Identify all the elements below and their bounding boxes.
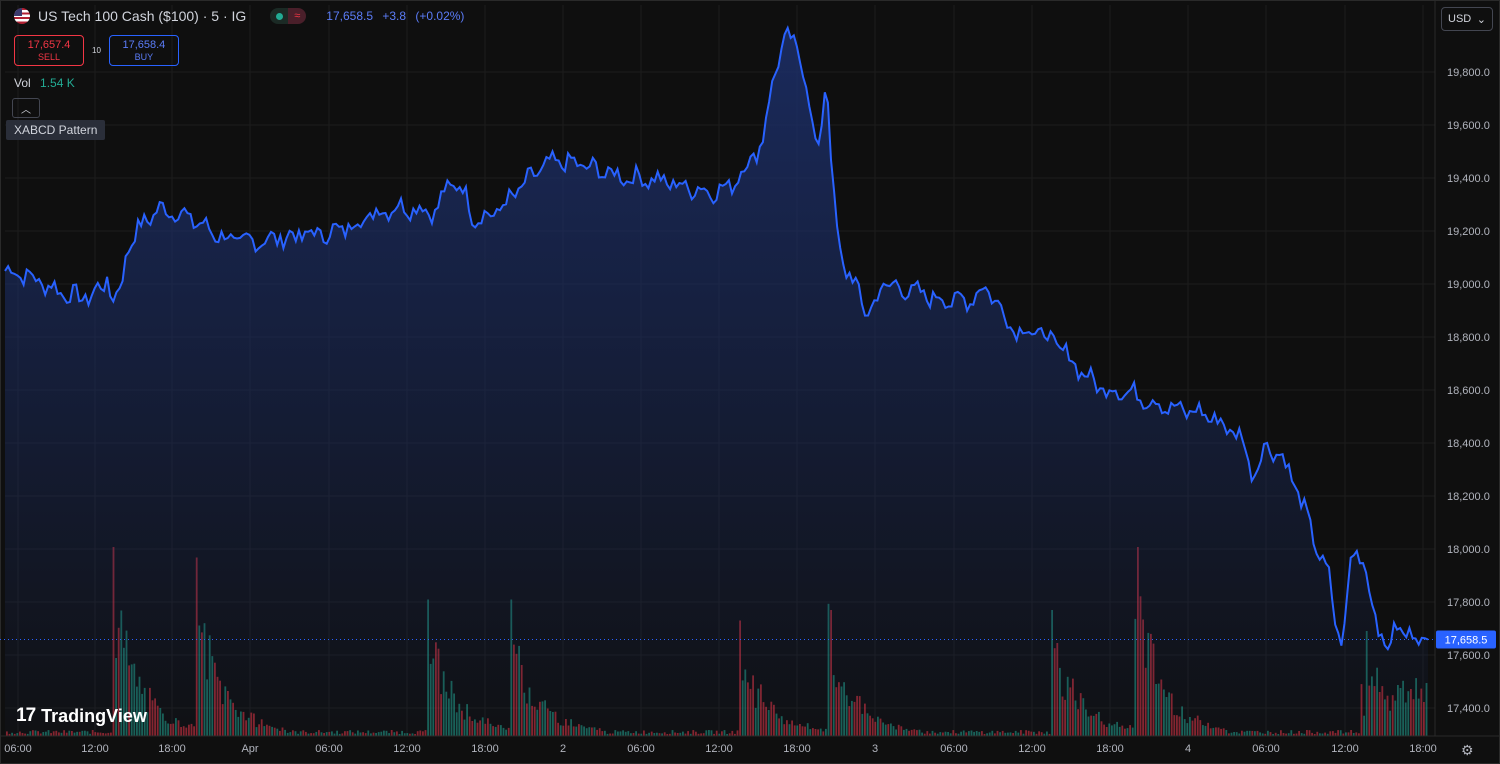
time-tick-label: Apr: [241, 743, 258, 755]
symbol-legend[interactable]: US Tech 100 Cash ($100) · 5 · IG ≈ 17,65…: [14, 8, 470, 24]
time-tick-label: 18:00: [1409, 743, 1437, 755]
price-tick-label: 18,400.0: [1447, 438, 1490, 450]
watermark-text: TradingView: [41, 705, 147, 726]
time-tick-label: 12:00: [81, 743, 109, 755]
price-change: +3.8: [382, 9, 407, 23]
collapse-indicators-button[interactable]: ︿: [12, 98, 40, 118]
time-tick-label: 3: [872, 743, 878, 755]
delayed-data-icon: ≈: [288, 8, 307, 24]
time-tick-label: 12:00: [1331, 743, 1359, 755]
gear-icon[interactable]: ⚙: [1461, 742, 1474, 758]
chevron-down-icon: ⌄: [1476, 13, 1486, 26]
price-area: [5, 27, 1428, 736]
buy-price: 17,658.4: [122, 38, 166, 51]
time-tick-label: 06:00: [627, 743, 655, 755]
price-axis: 19,800.0 19,600.0 19,400.0 19,200.0 19,000.0…: [1434, 0, 1490, 736]
sell-price: 17,657.4: [27, 38, 71, 51]
price-tick-label: 19,400.0: [1447, 173, 1490, 185]
price-tick-label: 19,000.0: [1447, 279, 1490, 291]
price-tick-label: 18,800.0: [1447, 332, 1490, 344]
tradingview-watermark[interactable]: 17 TradingView: [16, 705, 147, 727]
currency-value: USD: [1448, 13, 1472, 25]
volume-value: 1.54 K: [40, 76, 75, 90]
time-tick-label: 4: [1185, 743, 1191, 755]
last-price: 17,658.5: [326, 9, 374, 23]
price-tick-label: 18,000.0: [1447, 544, 1490, 556]
buy-label: BUY: [134, 51, 154, 62]
time-tick-label: 18:00: [1096, 743, 1124, 755]
indicator-tooltip: XABCD Pattern: [6, 120, 106, 140]
time-tick-label: 18:00: [783, 743, 811, 755]
last-price-label: 17,658.5: [1436, 630, 1496, 649]
time-tick-label: 12:00: [1018, 743, 1046, 755]
symbol-title[interactable]: US Tech 100 Cash ($100) · 5 · IG: [38, 8, 247, 24]
tradingview-logo-icon: 17: [16, 705, 36, 726]
spread-value: 10: [92, 46, 101, 55]
price-tick-label: 18,600.0: [1447, 385, 1490, 397]
trade-buttons: 17,657.4 SELL 10 17,658.4 BUY: [14, 35, 179, 66]
market-open-icon: [270, 8, 289, 24]
sell-label: SELL: [37, 51, 61, 62]
volume-legend[interactable]: Vol 1.54 K: [14, 76, 75, 90]
time-tick-label: 2: [560, 743, 566, 755]
time-tick-label: 12:00: [393, 743, 421, 755]
chevron-up-icon: ︿: [21, 104, 31, 116]
last-price-value: 17,658.5: [1445, 634, 1488, 646]
price-tick-label: 19,600.0: [1447, 120, 1490, 132]
time-tick-label: 18:00: [158, 743, 186, 755]
time-tick-label: 06:00: [4, 743, 32, 755]
time-axis: 06:00 12:00 18:00 Apr 06:00 12:00 18:00 2 06:00 1…: [0, 735, 1500, 755]
time-tick-label: 12:00: [705, 743, 733, 755]
price-tick-label: 17,800.0: [1447, 597, 1490, 609]
time-tick-label: 18:00: [471, 743, 499, 755]
price-change-pct: (+0.02%): [415, 9, 465, 23]
price-tick-label: 19,200.0: [1447, 226, 1490, 238]
us-flag-icon: [14, 8, 30, 24]
time-tick-label: 06:00: [1252, 743, 1280, 755]
volume-label: Vol: [14, 76, 31, 90]
last-price-badge: [1436, 630, 1496, 649]
price-tick-label: 18,200.0: [1447, 491, 1490, 503]
time-tick-label: 06:00: [940, 743, 968, 755]
time-tick-label: 06:00: [315, 743, 343, 755]
market-status[interactable]: ≈: [270, 8, 307, 24]
currency-selector[interactable]: USD ⌄: [1441, 7, 1493, 31]
price-line: [4, 25, 1429, 651]
price-tick-label: 19,800.0: [1447, 67, 1490, 79]
price-tick-label: 17,400.0: [1447, 703, 1490, 715]
quote-values: 17,658.5 +3.8 (+0.02%): [326, 9, 470, 23]
sell-button[interactable]: 17,657.4 SELL: [14, 35, 84, 66]
buy-button[interactable]: 17,658.4 BUY: [108, 35, 179, 66]
price-tick-label: 17,600.0: [1447, 650, 1490, 662]
